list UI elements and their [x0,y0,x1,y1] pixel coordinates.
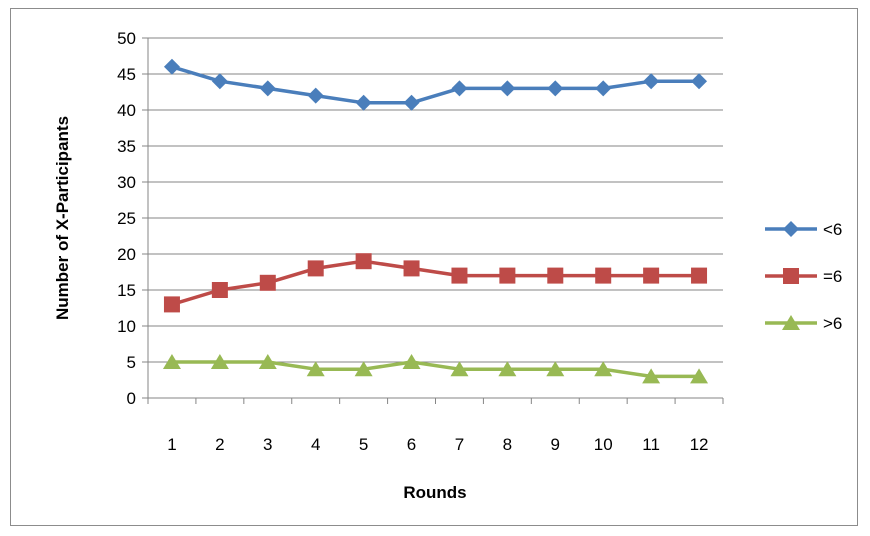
series-line [171,259,700,307]
data-point [451,80,468,97]
data-point [163,296,180,313]
x-tick-label: 9 [551,435,560,454]
x-tick-label: 10 [594,435,613,454]
y-tick-labels: 0 5 10 15 20 25 30 35 40 45 50 [117,29,136,408]
y-tick-label: 50 [117,29,136,48]
legend-marker [783,221,799,237]
data-point [162,354,181,369]
data-point [547,80,564,97]
data-point [451,267,468,284]
data-point [594,361,613,377]
x-tick-label: 3 [263,435,272,454]
data-point [499,80,516,97]
x-tick-label: 7 [455,435,464,454]
y-tick-label: 25 [117,209,136,228]
data-point [355,94,372,111]
data-point [259,274,276,291]
y-tick-label: 30 [117,173,136,192]
legend-label: >6 [823,314,842,333]
y-tick-label: 10 [117,317,136,336]
legend: <6 =6 >6 [765,220,842,333]
x-tick-label: 11 [642,435,660,454]
y-tick-label: 0 [127,389,136,408]
data-point [402,354,421,369]
series-lines [162,58,709,384]
data-point [499,267,516,284]
y-axis-label: Number of X-Participants [53,116,72,320]
data-point [498,361,517,377]
legend-marker [782,315,800,330]
y-tick-label: 20 [117,245,136,264]
data-point [258,354,277,369]
data-point [546,361,565,377]
y-tick-label: 15 [117,281,136,300]
legend-entry: >6 [765,314,842,333]
series-line [171,65,700,105]
x-tick-label: 6 [407,435,416,454]
data-point [690,368,709,384]
gridlines [148,37,723,363]
axes [142,37,724,404]
series-1 [163,58,708,111]
x-tick-label: 4 [311,435,320,454]
x-tick-label: 8 [503,435,512,454]
series-2 [163,253,708,313]
data-point [307,260,324,277]
data-point [355,253,372,270]
data-point [643,73,660,90]
y-tick-label: 35 [117,137,136,156]
data-point [403,94,420,111]
data-point [595,80,612,97]
y-tick-label: 45 [117,65,136,84]
series-3 [162,354,709,384]
data-point [211,282,228,298]
data-point [403,260,420,277]
data-point [210,354,229,369]
data-point [691,267,708,284]
y-tick-label: 40 [117,101,136,120]
x-axis-label: Rounds [403,483,466,502]
legend-entry: <6 [765,220,842,239]
data-point [450,361,469,377]
data-point [259,80,276,97]
data-point [354,361,373,377]
x-tick-label: 5 [359,435,368,454]
data-point [163,58,180,75]
legend-label: <6 [823,220,842,239]
series-line [171,360,700,379]
legend-marker [783,268,799,284]
y-tick-label: 5 [127,353,136,372]
x-tick-label: 12 [690,435,709,454]
legend-label: =6 [823,267,842,286]
data-point [642,368,661,384]
data-point [306,361,325,377]
data-point [643,267,660,284]
x-tick-label: 1 [167,435,176,454]
legend-entry: =6 [765,267,842,286]
data-point [211,73,228,90]
x-tick-label: 2 [215,435,224,454]
data-point [691,73,708,90]
data-point [595,267,612,284]
data-point [547,267,564,284]
x-tick-labels: 1 2 3 4 5 6 7 8 9 10 11 12 [167,435,708,454]
data-point [307,87,324,104]
